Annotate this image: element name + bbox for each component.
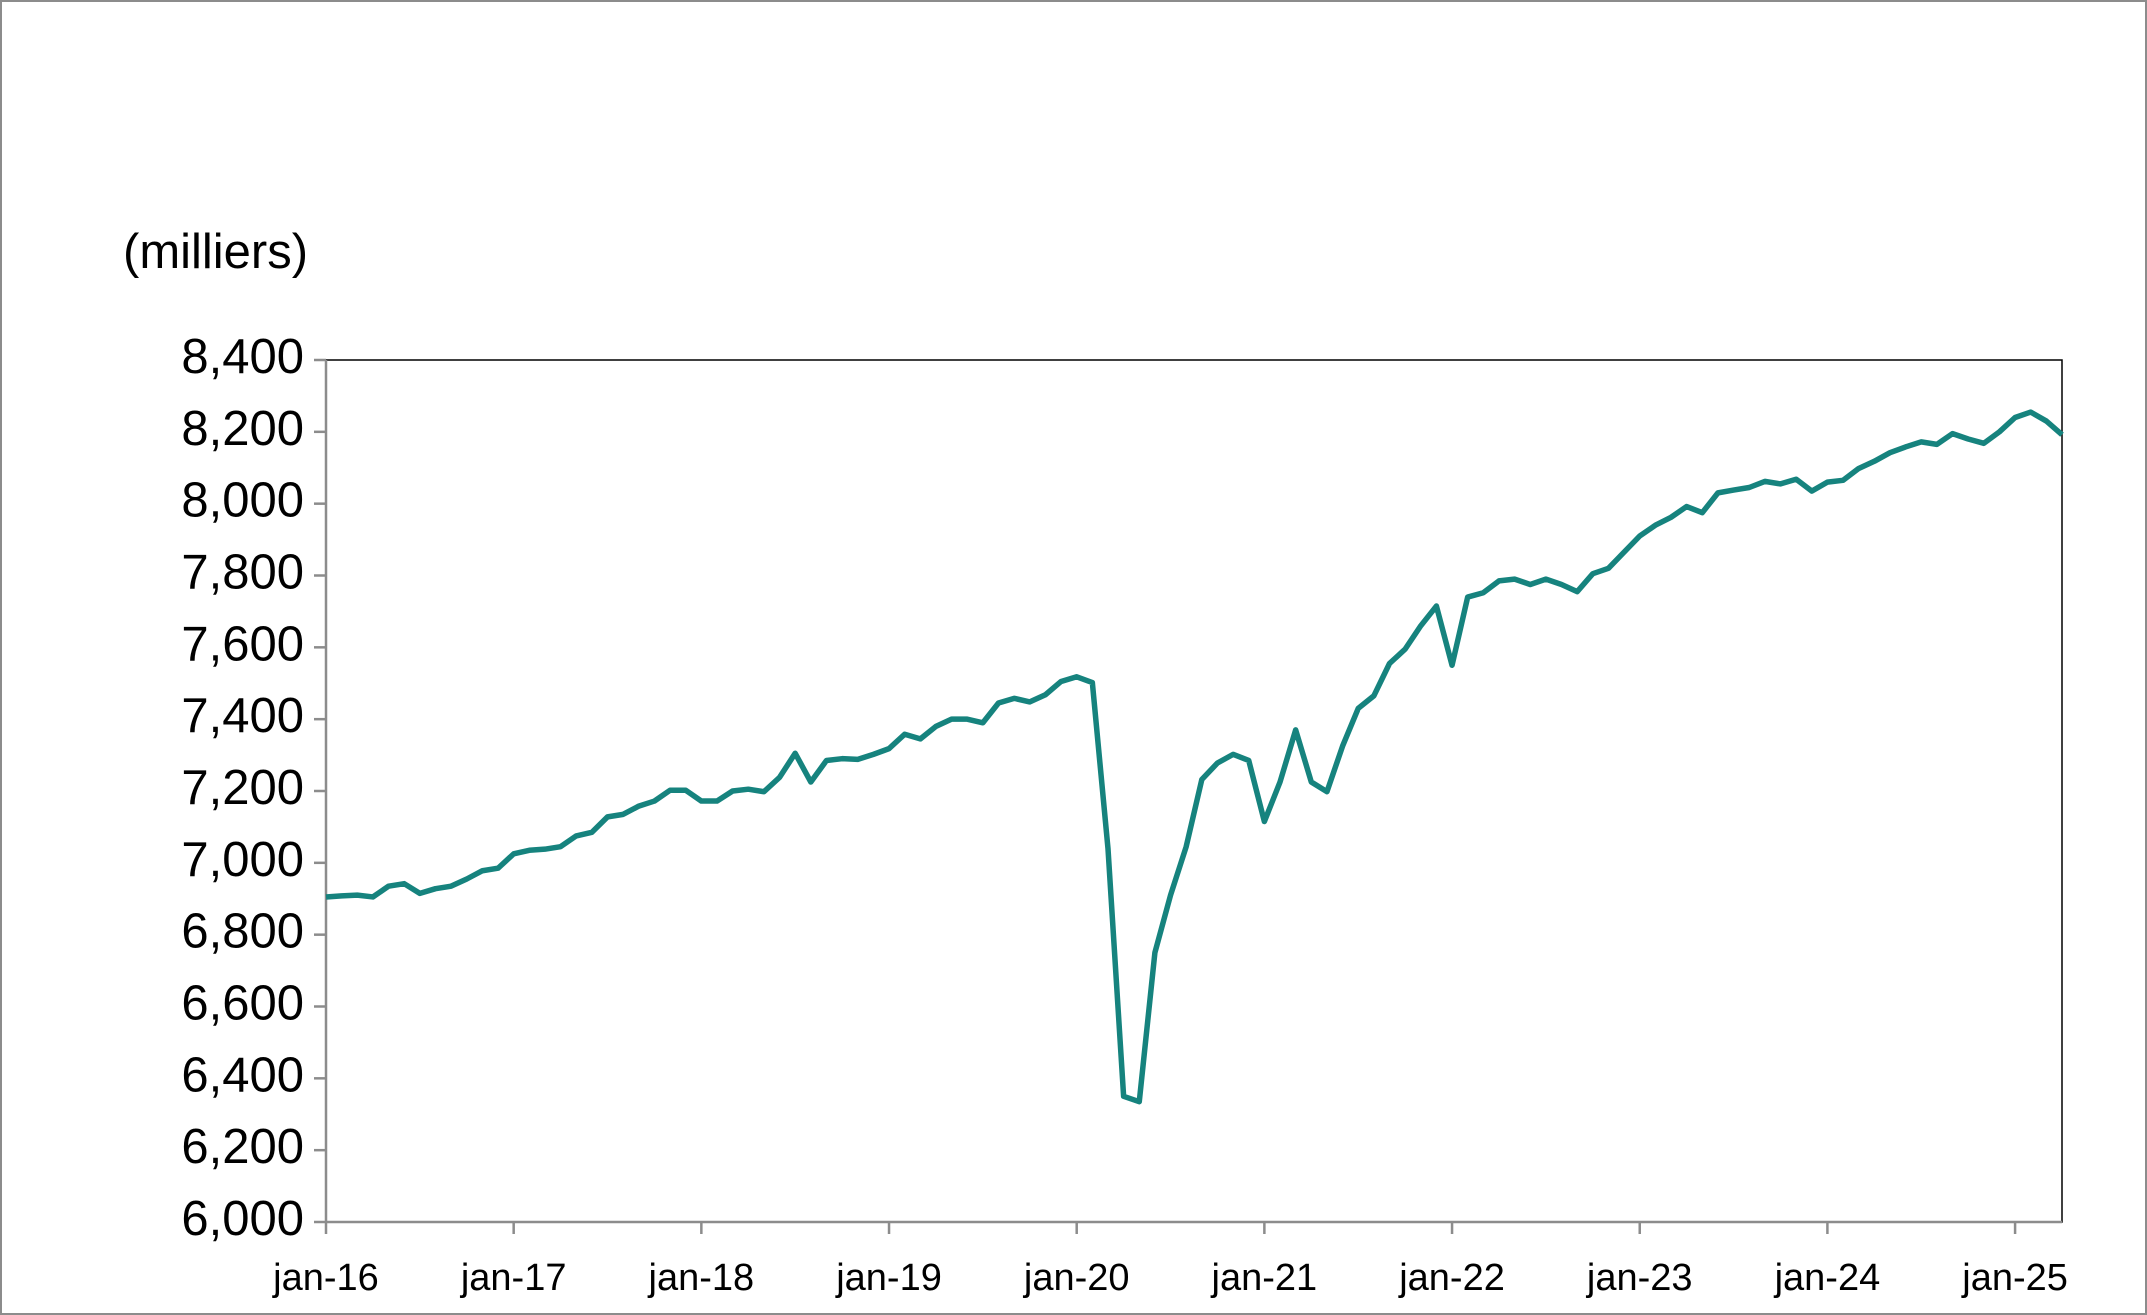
y-tick-label: 8,400	[181, 330, 304, 384]
y-tick-label: 6,400	[181, 1048, 304, 1102]
y-tick-label: 7,200	[181, 761, 304, 815]
y-tick-label: 6,200	[181, 1120, 304, 1174]
y-tick-label: 6,800	[181, 905, 304, 959]
x-tick-label: jan-22	[1398, 1257, 1505, 1299]
x-tick-label: jan-20	[1023, 1257, 1130, 1299]
y-tick-label: 7,400	[181, 689, 304, 743]
x-tick-label: jan-21	[1211, 1257, 1318, 1299]
y-tick-label: 8,000	[181, 474, 304, 528]
data-line	[325, 409, 2064, 1105]
y-tick-label: 7,800	[181, 545, 304, 599]
x-tick-label: jan-23	[1586, 1257, 1693, 1299]
x-tick-label: jan-18	[648, 1257, 755, 1299]
y-axis-label: (milliers)	[123, 225, 308, 279]
x-tick-label: jan-16	[272, 1257, 379, 1299]
y-tick-label: 7,600	[181, 617, 304, 671]
y-tick-label: 6,000	[181, 1192, 304, 1246]
y-tick-label: 6,600	[181, 976, 304, 1030]
x-tick-label: jan-25	[1961, 1257, 2068, 1299]
x-tick-label: jan-19	[835, 1257, 942, 1299]
y-tick-label: 8,200	[181, 402, 304, 456]
y-tick-label: 7,000	[181, 833, 304, 887]
x-tick-label: jan-24	[1774, 1257, 1881, 1299]
x-tick-label: jan-17	[460, 1257, 567, 1299]
